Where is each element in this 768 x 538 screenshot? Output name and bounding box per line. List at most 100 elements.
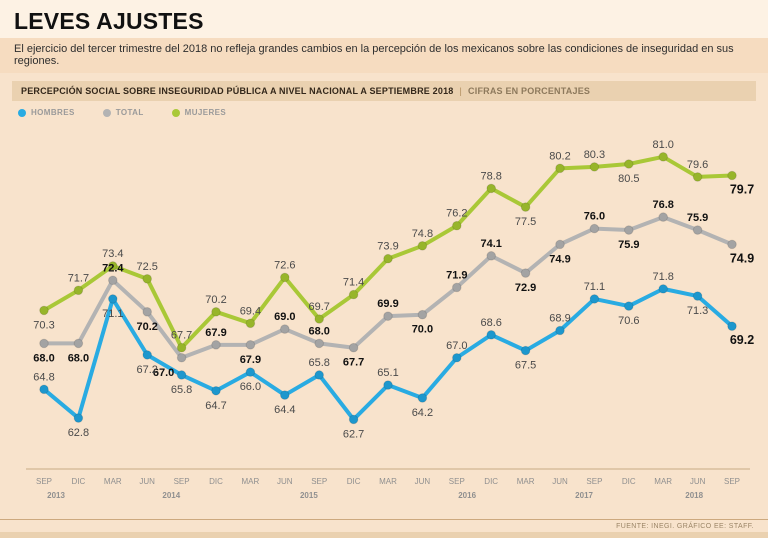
value-label-total: 76.0: [584, 211, 605, 223]
value-label-total: 75.9: [687, 212, 708, 224]
value-label-mujeres: 70.2: [205, 294, 226, 306]
data-point-hombres: [659, 285, 668, 294]
value-label-total: 67.9: [240, 354, 261, 366]
legend-item-hombres: HOMBRES: [18, 108, 75, 117]
value-label-mujeres: 72.6: [274, 259, 295, 271]
bottom-band: [0, 532, 768, 538]
data-point-hombres: [177, 371, 186, 380]
value-label-hombres: 71.8: [652, 271, 673, 283]
data-point-mujeres: [487, 184, 496, 193]
value-label-mujeres: 77.5: [515, 216, 536, 228]
value-label-hombres: 65.1: [377, 367, 398, 379]
value-label-mujeres: 80.3: [584, 149, 605, 161]
data-point-mujeres: [177, 343, 186, 352]
data-point-total: [40, 339, 49, 348]
legend-label-total: TOTAL: [116, 108, 144, 117]
value-label-hombres: 70.6: [618, 315, 639, 327]
value-label-hombres: 64.8: [33, 371, 54, 383]
x-tick-label: JUN: [690, 477, 706, 486]
data-point-total: [384, 312, 393, 321]
data-point-hombres: [625, 302, 634, 311]
value-label-total: 71.9: [446, 269, 467, 281]
source-note: FUENTE: INEGI. GRÁFICO EE: STAFF.: [0, 519, 768, 532]
x-tick-label: DIC: [484, 477, 498, 486]
value-label-total: 76.8: [652, 199, 673, 211]
x-tick-label: JUN: [552, 477, 568, 486]
value-label-total: 75.9: [618, 239, 639, 251]
value-label-hombres: 64.4: [274, 404, 295, 416]
value-label-hombres: 62.7: [343, 428, 364, 440]
data-point-total: [625, 226, 634, 235]
value-label-mujeres: 72.5: [136, 261, 157, 273]
data-point-hombres: [693, 292, 702, 301]
data-point-hombres: [556, 326, 565, 335]
data-point-hombres: [418, 394, 427, 403]
x-tick-label: SEP: [586, 477, 602, 486]
year-label: 2014: [162, 491, 180, 500]
data-point-hombres: [453, 353, 462, 362]
data-point-hombres: [40, 385, 49, 394]
chart-legend: HOMBRESTOTALMUJERES: [12, 101, 756, 119]
value-label-hombres: 68.6: [480, 317, 501, 329]
data-point-mujeres: [659, 153, 668, 162]
value-label-mujeres: 78.8: [480, 170, 501, 182]
data-point-mujeres: [418, 242, 427, 251]
data-point-hombres: [590, 295, 599, 304]
data-point-hombres: [384, 381, 393, 390]
value-label-mujeres: 79.6: [687, 159, 708, 171]
value-label-mujeres: 67.7: [171, 330, 192, 342]
value-label-hombres: 71.1: [584, 281, 605, 293]
data-point-mujeres: [384, 254, 393, 263]
data-point-mujeres: [246, 319, 255, 328]
data-point-total: [143, 308, 152, 317]
x-tick-label: SEP: [174, 477, 190, 486]
value-label-total: 69.9: [377, 298, 398, 310]
chart-units-note: CIFRAS EN PORCENTAJES: [468, 86, 590, 96]
page-title: LEVES AJUSTES: [14, 8, 754, 35]
data-point-mujeres: [281, 273, 290, 282]
legend-dot-total: [103, 109, 111, 117]
data-point-hombres: [246, 368, 255, 377]
value-label-total: 68.0: [68, 352, 89, 364]
data-point-total: [315, 339, 324, 348]
value-label-mujeres: 80.5: [618, 173, 639, 185]
x-tick-label: MAR: [242, 477, 260, 486]
x-tick-label: SEP: [449, 477, 465, 486]
data-point-mujeres: [143, 275, 152, 284]
data-point-total: [418, 310, 427, 319]
year-label: 2015: [300, 491, 318, 500]
x-tick-label: MAR: [104, 477, 122, 486]
year-label: 2016: [458, 491, 476, 500]
value-label-total: 67.7: [343, 357, 364, 369]
value-label-total: 72.4: [102, 262, 124, 274]
data-point-mujeres: [40, 306, 49, 315]
value-label-hombres: 64.7: [205, 400, 226, 412]
data-point-hombres: [315, 371, 324, 380]
data-point-total: [246, 341, 255, 350]
value-label-mujeres: 79.7: [730, 182, 754, 196]
x-tick-label: DIC: [209, 477, 223, 486]
value-label-hombres: 67.2: [136, 364, 157, 376]
value-label-mujeres: 71.7: [68, 272, 89, 284]
data-point-total: [212, 341, 221, 350]
value-label-hombres: 71.1: [102, 308, 123, 320]
legend-dot-mujeres: [172, 109, 180, 117]
data-point-hombres: [281, 391, 290, 400]
x-tick-label: JUN: [415, 477, 431, 486]
year-label: 2013: [47, 491, 65, 500]
chart-title: PERCEPCIÓN SOCIAL SOBRE INSEGURIDAD PÚBL…: [21, 86, 454, 96]
data-point-total: [177, 353, 186, 362]
insecurity-perception-line-chart: SEPDICMARJUNSEPDICMARJUNSEPDICMARJUNSEPD…: [12, 119, 756, 507]
data-point-total: [487, 252, 496, 261]
data-point-mujeres: [349, 290, 358, 299]
data-point-total: [659, 213, 668, 222]
x-tick-label: JUN: [139, 477, 155, 486]
x-tick-label: DIC: [347, 477, 361, 486]
value-label-mujeres: 71.4: [343, 277, 364, 289]
page-subtitle: El ejercicio del tercer trimestre del 20…: [0, 38, 768, 73]
value-label-mujeres: 76.2: [446, 208, 467, 220]
data-point-mujeres: [74, 286, 83, 295]
chart-card: PERCEPCIÓN SOCIAL SOBRE INSEGURIDAD PÚBL…: [12, 81, 756, 512]
year-label: 2017: [575, 491, 593, 500]
x-tick-label: MAR: [654, 477, 672, 486]
